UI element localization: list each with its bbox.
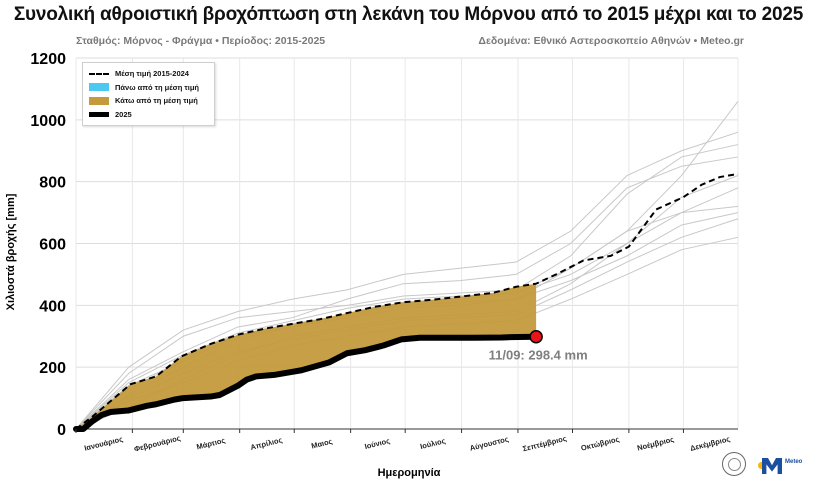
legend-label-current: 2025 <box>115 109 132 119</box>
x-tick-label-5: Ιούνιος <box>364 436 391 451</box>
endpoint-annotation: 11/09: 298.4 mm <box>489 348 588 363</box>
x-tick-label-8: Σεπτέμβριος <box>522 434 568 454</box>
chart-subtitle-source: Δεδομένα: Εθνικό Αστεροσκοπείο Αθηνών • … <box>478 35 744 47</box>
y-tick-label-1200: 1200 <box>30 51 66 68</box>
legend-item-above: Πάνω από τη μέση τιμή <box>89 81 208 95</box>
x-tick-label-11: Δεκέμβριος <box>689 434 731 453</box>
legend-item-mean: Μέση τιμή 2015-2024 <box>89 67 208 81</box>
legend-swatch-current <box>89 111 109 117</box>
y-tick-label-0: 0 <box>57 422 66 439</box>
x-tick-label-2: Μάρτιος <box>196 436 227 452</box>
x-axis-ticks: Ιανουάριος Φεβρουάριος Μάρτιος Απρίλιος Μαιο… <box>75 429 731 454</box>
legend-label-mean: Μέση τιμή 2015-2024 <box>115 69 189 79</box>
mean-line-layer <box>75 172 739 430</box>
y-tick-label-400: 400 <box>39 298 66 315</box>
x-axis-title: Ημερομηνία <box>378 467 441 479</box>
y-tick-label-200: 200 <box>39 360 66 377</box>
x-tick-label-9: Οκτώβριος <box>580 434 620 452</box>
x-tick-label-0: Ιανουάριος <box>83 434 124 452</box>
legend-label-below: Κάτω από τη μέση τιμή <box>115 96 198 106</box>
x-tick-label-10: Νοέμβριος <box>636 435 675 453</box>
x-tick-label-1: Φεβρουάριος <box>133 433 182 453</box>
meteo-logo: Meteo <box>758 456 810 476</box>
current-year-line <box>73 333 540 432</box>
meteo-logo-wordmark: Meteo <box>785 459 803 465</box>
chart-legend: Μέση τιμή 2015-2024 Πάνω από τη μέση τιμ… <box>82 62 215 126</box>
chart-subtitle-station: Σταθμός: Μόρνος - Φράγμα • Περίοδος: 201… <box>76 35 326 47</box>
observatory-seal-logo <box>722 452 746 476</box>
legend-swatch-mean <box>89 72 109 75</box>
legend-item-below: Κάτω από τη μέση τιμή <box>89 94 208 108</box>
y-axis-ticks: 0 200 400 600 800 1000 1200 <box>30 51 66 439</box>
x-tick-label-3: Απρίλιος <box>249 435 283 452</box>
current-year-layer <box>73 329 543 432</box>
legend-swatch-below <box>89 96 109 105</box>
x-tick-label-6: Ιούλιος <box>419 436 446 451</box>
below-average-area <box>76 283 537 429</box>
legend-label-above: Πάνω από τη μέση τιμή <box>115 82 200 92</box>
historical-year-line-5 <box>75 156 739 430</box>
y-tick-label-600: 600 <box>39 237 66 254</box>
historical-year-line-3 <box>75 144 739 430</box>
chart-title: Συνολική αθροιστική βροχόπτωση στη λεκάν… <box>13 4 804 25</box>
legend-item-current: 2025 <box>89 108 208 122</box>
below-average-fill <box>76 283 537 429</box>
endpoint-marker <box>529 329 543 344</box>
y-tick-label-1000: 1000 <box>30 113 66 130</box>
mean-line <box>75 172 739 430</box>
legend-swatch-above <box>89 83 109 92</box>
x-tick-label-4: Μαιος <box>310 437 333 451</box>
x-tick-label-7: Αύγουστος <box>469 434 510 452</box>
y-tick-label-800: 800 <box>39 175 66 192</box>
historical-year-line-8 <box>75 131 739 430</box>
meteo-logo-sun-icon <box>758 462 765 469</box>
y-axis-title: Χιλιοστά βροχής [mm] <box>5 193 17 310</box>
meteo-logo-m-icon <box>762 458 782 474</box>
